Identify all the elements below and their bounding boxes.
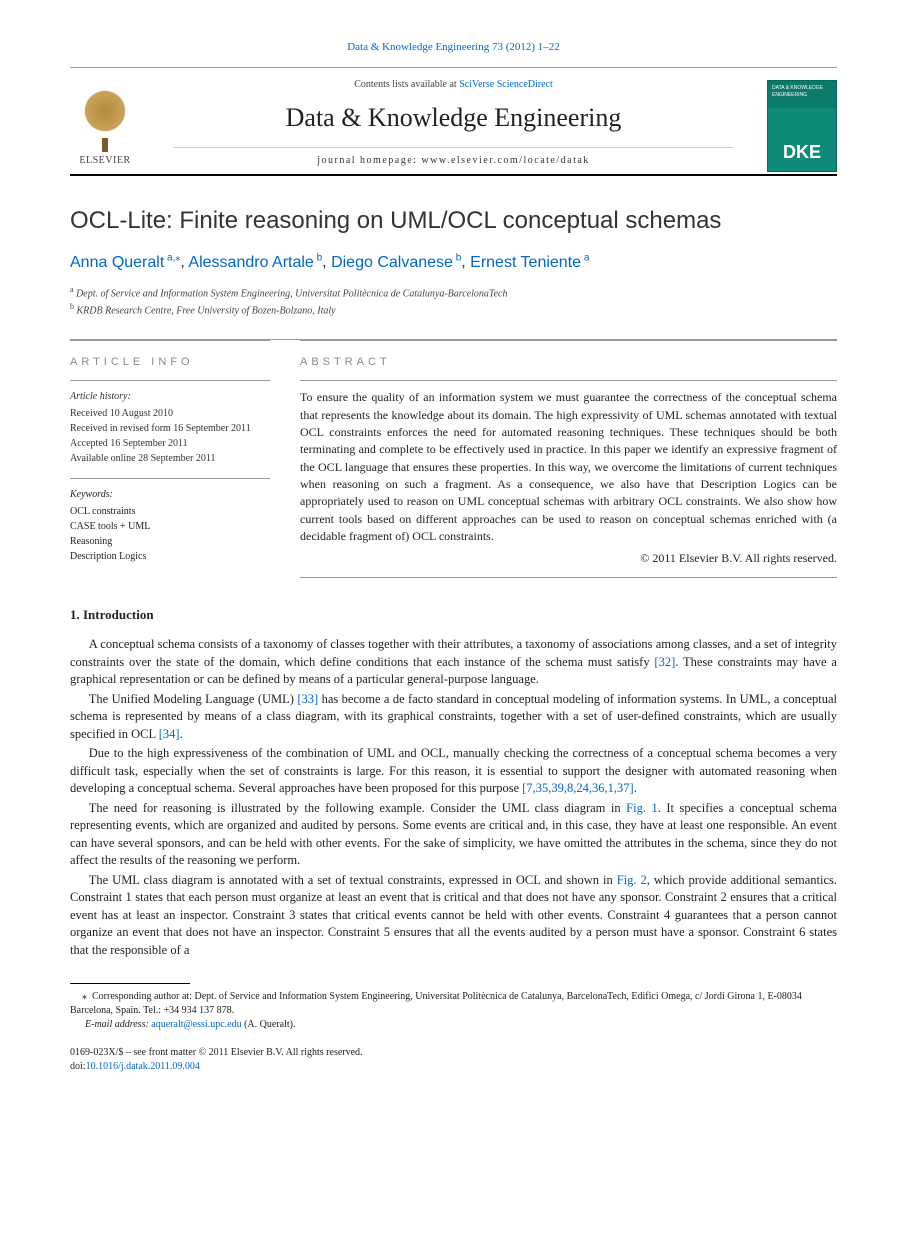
article-history: Article history: Received 10 August 2010… xyxy=(70,380,270,466)
journal-header: ELSEVIER Contents lists available at Sci… xyxy=(70,67,837,175)
keyword: CASE tools + UML xyxy=(70,519,270,534)
reference-link[interactable]: [7,35,39,8,24,36,1,37] xyxy=(522,781,633,795)
author-affiliation-sup: a,⁎ xyxy=(164,252,180,263)
author: Diego Calvanese b xyxy=(331,254,461,271)
sciencedirect-link[interactable]: SciVerse ScienceDirect xyxy=(459,79,553,90)
history-line: Received 10 August 2010 xyxy=(70,406,270,421)
doi-link[interactable]: 10.1016/j.datak.2011.09.004 xyxy=(86,1061,200,1072)
header-center: Contents lists available at SciVerse Sci… xyxy=(154,78,753,173)
journal-citation: Data & Knowledge Engineering 73 (2012) 1… xyxy=(70,40,837,55)
bottom-metadata: 0169-023X/$ – see front matter © 2011 El… xyxy=(70,1046,837,1074)
body-paragraph: A conceptual schema consists of a taxono… xyxy=(70,636,837,689)
body-paragraph: The UML class diagram is annotated with … xyxy=(70,872,837,960)
affiliation: a Dept. of Service and Information Syste… xyxy=(70,284,837,301)
corresponding-author-note: ⁎ Corresponding author at: Dept. of Serv… xyxy=(70,990,837,1018)
author: Alessandro Artale b xyxy=(188,254,322,271)
author-affiliation-sup: b xyxy=(314,252,322,263)
elsevier-tree-icon xyxy=(75,90,135,150)
reference-link[interactable]: Fig. 2 xyxy=(617,873,647,887)
elsevier-label: ELSEVIER xyxy=(79,154,130,168)
abstract-heading: abstract xyxy=(300,355,837,370)
footnote-block: ⁎ Corresponding author at: Dept. of Serv… xyxy=(70,990,837,1032)
keyword: Reasoning xyxy=(70,534,270,549)
corresponding-star[interactable]: ⁎ xyxy=(175,252,180,263)
article-title: OCL-Lite: Finite reasoning on UML/OCL co… xyxy=(70,204,837,238)
keywords-block: Keywords: OCL constraintsCASE tools + UM… xyxy=(70,478,270,564)
article-info-heading: article info xyxy=(70,355,270,370)
author: Ernest Teniente a xyxy=(470,254,589,271)
author-name-link[interactable]: Ernest Teniente xyxy=(470,254,581,271)
history-title: Article history: xyxy=(70,389,270,404)
abstract-copyright: © 2011 Elsevier B.V. All rights reserved… xyxy=(300,550,837,567)
body-paragraph: Due to the high expressiveness of the co… xyxy=(70,745,837,798)
body-paragraph: The Unified Modeling Language (UML) [33]… xyxy=(70,691,837,744)
cover-abbr: DKE xyxy=(768,140,836,165)
doi-line: doi:10.1016/j.datak.2011.09.004 xyxy=(70,1060,837,1074)
journal-homepage: journal homepage: www.elsevier.com/locat… xyxy=(174,147,733,168)
reference-link[interactable]: [33] xyxy=(297,692,318,706)
abstract-text: To ensure the quality of an information … xyxy=(300,380,837,578)
section-heading-introduction: 1. Introduction xyxy=(70,606,837,624)
cover-title: DATA & KNOWLEDGE ENGINEERING xyxy=(772,85,832,99)
author-name-link[interactable]: Alessandro Artale xyxy=(188,254,313,271)
article-info-column: article info Article history: Received 1… xyxy=(70,340,270,578)
author-affiliation-sup: a xyxy=(581,252,589,263)
elsevier-logo: ELSEVIER xyxy=(70,78,140,173)
author-name-link[interactable]: Diego Calvanese xyxy=(331,254,453,271)
affiliation-list: a Dept. of Service and Information Syste… xyxy=(70,284,837,319)
reference-link[interactable]: [32] xyxy=(654,655,675,669)
author: Anna Queralt a,⁎ xyxy=(70,254,180,271)
abstract-column: abstract To ensure the quality of an inf… xyxy=(300,340,837,578)
info-abstract-block: article info Article history: Received 1… xyxy=(70,339,837,578)
corresponding-email-link[interactable]: aqueralt@essi.upc.edu xyxy=(151,1019,241,1030)
journal-cover-thumb: DATA & KNOWLEDGE ENGINEERING DKE xyxy=(767,80,837,172)
body-paragraph: The need for reasoning is illustrated by… xyxy=(70,800,837,870)
keywords-title: Keywords: xyxy=(70,487,270,502)
reference-link[interactable]: Fig. 1 xyxy=(626,801,658,815)
contents-available-line: Contents lists available at SciVerse Sci… xyxy=(154,78,753,92)
email-line: E-mail address: aqueralt@essi.upc.edu (A… xyxy=(70,1018,837,1032)
journal-citation-link[interactable]: Data & Knowledge Engineering 73 (2012) 1… xyxy=(347,41,560,53)
author-affiliation-sup: b xyxy=(453,252,461,263)
reference-link[interactable]: [34] xyxy=(159,727,180,741)
author-list: Anna Queralt a,⁎, Alessandro Artale b, D… xyxy=(70,251,837,274)
star-icon: ⁎ xyxy=(82,991,87,1002)
author-name-link[interactable]: Anna Queralt xyxy=(70,254,164,271)
keyword: OCL constraints xyxy=(70,504,270,519)
issn-line: 0169-023X/$ – see front matter © 2011 El… xyxy=(70,1046,837,1060)
footnote-separator xyxy=(70,983,190,984)
keyword: Description Logics xyxy=(70,549,270,564)
homepage-url[interactable]: www.elsevier.com/locate/datak xyxy=(421,155,589,166)
affiliation: b KRDB Research Centre, Free University … xyxy=(70,301,837,318)
history-line: Available online 28 September 2011 xyxy=(70,451,270,466)
journal-title: Data & Knowledge Engineering xyxy=(154,100,753,136)
history-line: Received in revised form 16 September 20… xyxy=(70,421,270,436)
history-line: Accepted 16 September 2011 xyxy=(70,436,270,451)
